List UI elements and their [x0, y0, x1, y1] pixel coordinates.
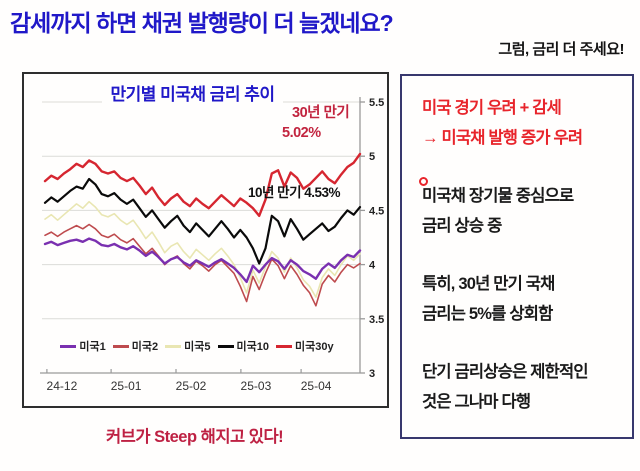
svg-text:3.5: 3.5	[369, 314, 384, 326]
legend-item: 미국5	[165, 338, 211, 354]
svg-text:25-03: 25-03	[241, 379, 272, 393]
commentary-line: 특히, 30년 만기 국채	[422, 275, 555, 293]
legend-item: 미국30y	[275, 338, 334, 354]
legend-line-swatch	[217, 344, 234, 348]
legend-item: 미국1	[60, 338, 106, 354]
svg-text:3: 3	[369, 368, 375, 380]
annotation-30y-line2: 5.02%	[282, 124, 321, 141]
svg-text:25-04: 25-04	[301, 379, 332, 393]
svg-text:5.5: 5.5	[369, 97, 384, 109]
red-dot-icon	[419, 177, 428, 186]
chart-title: 만기별 미국채 금리 추이	[24, 80, 361, 105]
svg-text:4.5: 4.5	[369, 205, 384, 217]
legend-item: 미국10	[217, 338, 269, 354]
annotation-10y: 10년 만기 4.53%	[248, 185, 341, 200]
commentary-line: 미국 경기 우려 + 감세	[422, 99, 562, 117]
page-title: 감세까지 하면 채권 발행량이 더 늘겠네요?	[10, 10, 394, 36]
subtitle: 그럼, 금리 더 주세요!	[498, 41, 624, 58]
svg-text:25-02: 25-02	[176, 379, 207, 393]
svg-text:5: 5	[369, 151, 375, 163]
commentary-line: → 미국채 발행 증가 우려	[422, 129, 583, 147]
annotation-30y-line1: 30년 만기	[292, 105, 350, 121]
commentary-line: 단기 금리상승은 제한적인	[422, 363, 589, 381]
legend-label: 미국1	[79, 341, 106, 353]
annotation-30y: 30년 만기 5.02%	[282, 104, 350, 143]
svg-text:25-01: 25-01	[111, 379, 142, 393]
legend-label: 미국10	[236, 341, 269, 353]
legend-line-swatch	[165, 344, 182, 348]
legend-line-swatch	[275, 344, 292, 348]
commentary-line: 것은 그나마 다행	[422, 393, 531, 411]
legend-label: 미국2	[131, 341, 159, 353]
svg-text:4: 4	[369, 260, 376, 272]
legend-line-swatch	[60, 344, 77, 348]
commentary-line: 금리는 5%를 상회함	[422, 305, 553, 323]
chart-legend: 미국1 미국2 미국5 미국10 미국30y	[32, 338, 362, 354]
legend-label: 미국5	[184, 341, 211, 353]
commentary-line: 미국채 장기물 중심으로	[422, 187, 574, 205]
commentary-paragraph: 미국 경기 우려 + 감세 → 미국채 발행 증가 우려	[422, 93, 624, 153]
legend-line-swatch	[112, 344, 129, 348]
legend-item: 미국2	[112, 338, 159, 354]
legend-label: 미국30y	[294, 341, 334, 353]
chart-panel: 만기별 미국채 금리 추이 3 3.5 4 4.5 5 5.5 24-12 25-01 25-0…	[22, 72, 389, 408]
commentary-line: 금리 상승 중	[422, 217, 502, 235]
yield-line-chart: 3 3.5 4 4.5 5 5.5 24-12 25-01 25-02 25-03 25-04	[40, 97, 384, 393]
svg-text:24-12: 24-12	[47, 379, 78, 393]
curve-steep-note: 커브가 Steep 해지고 있다!	[106, 428, 284, 446]
